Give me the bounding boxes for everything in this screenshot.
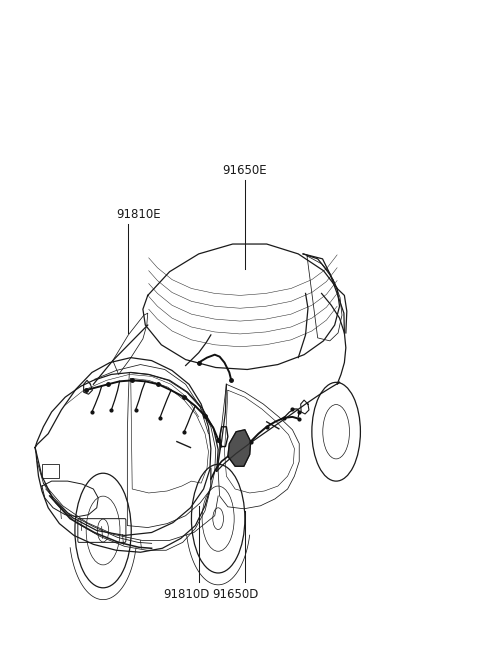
- Text: 91650E: 91650E: [223, 164, 267, 177]
- Bar: [42, 464, 59, 478]
- Text: 91650D: 91650D: [212, 588, 258, 601]
- Text: 91810D: 91810D: [163, 588, 210, 601]
- Polygon shape: [228, 430, 251, 466]
- Text: 91810E: 91810E: [116, 209, 161, 221]
